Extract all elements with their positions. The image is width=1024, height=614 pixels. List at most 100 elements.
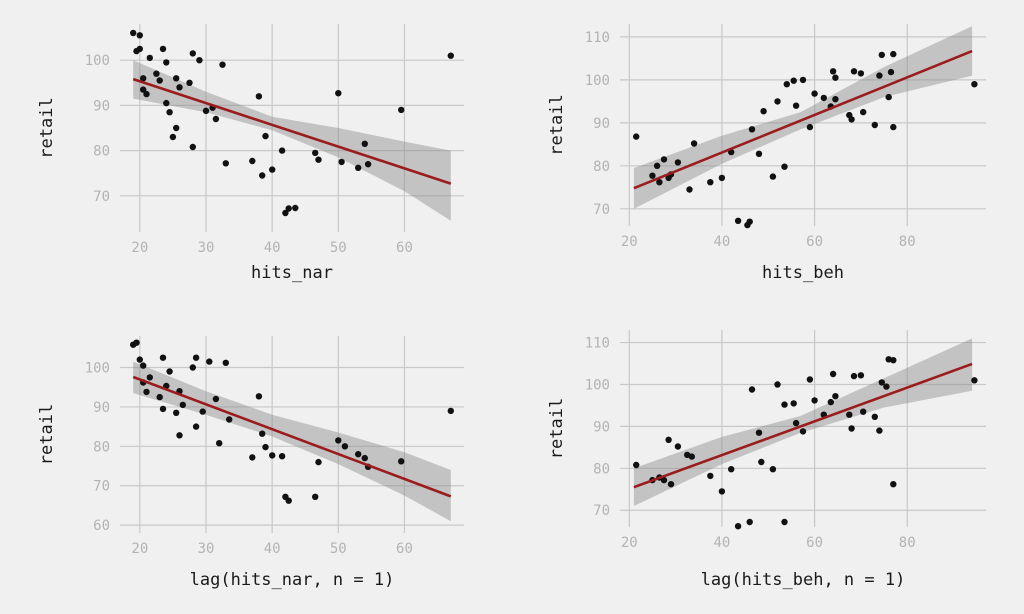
data-point [890,50,897,58]
confidence-band [633,338,973,506]
data-point [166,109,173,116]
y-tick-label: 100 [85,53,110,69]
data-point [338,158,345,166]
data-point [734,217,742,224]
data-point [774,381,781,388]
data-point [890,481,897,488]
y-tick-label: 70 [593,202,610,218]
y-tick-label: 110 [585,336,610,352]
x-tick-label: 80 [899,234,916,250]
data-point [820,94,827,102]
regression-line [633,49,973,190]
data-point [707,472,714,480]
data-point [885,93,892,101]
data-point [202,107,210,115]
y-axis-title: retail [547,94,567,155]
data-point [136,356,143,363]
data-point [878,51,885,59]
data-point [212,395,220,403]
x-tick-label: 20 [621,535,638,551]
data-point [341,443,349,450]
data-point [660,476,668,484]
x-axis-title: hits_beh [762,263,844,283]
data-point [755,150,763,157]
data-point [832,96,839,103]
data-point [832,393,839,400]
data-point [769,173,777,180]
data-point [718,488,726,495]
data-point [846,411,853,418]
data-point [269,166,276,173]
data-point [361,454,368,462]
panel-2: 70 80 90 100 110 20 40 60 80 hits_beh retail [547,24,986,283]
data-point [163,59,170,66]
data-point [790,400,797,407]
data-point [262,132,269,140]
data-point [364,161,372,168]
data-point [255,93,263,100]
y-tick-label: 90 [93,98,110,114]
x-axis-title: hits_nar [251,263,333,283]
data-point [871,121,878,129]
panel-1: 70 80 90 100 20 30 40 50 60 hits_nar retail [37,24,464,283]
data-point [315,458,322,466]
data-point [212,115,220,123]
data-point [312,149,319,157]
data-point [686,186,693,193]
data-point [355,164,362,171]
x-tick-label: 80 [899,535,916,551]
regression-line [132,77,452,185]
data-point [143,388,150,396]
data-point [890,357,897,364]
data-point [850,372,858,380]
data-point [649,172,656,179]
data-point [653,162,661,169]
data-point [146,54,153,62]
data-point [832,74,839,81]
data-point [192,423,200,430]
data-point [249,157,256,165]
y-tick-label: 100 [585,377,610,393]
data-point [792,419,800,427]
data-point [860,108,867,116]
data-point [159,405,167,413]
data-point [665,436,672,443]
y-tick-label: 70 [93,189,110,205]
data-point [292,204,299,212]
x-axis-title: lag(hits_nar, n = 1) [190,570,395,590]
data-point [734,523,742,530]
data-point [312,493,319,500]
data-point [848,425,855,432]
data-point [748,386,756,393]
y-tick-label: 90 [93,400,110,416]
data-point [140,362,147,369]
y-axis-title: retail [37,404,57,465]
y-tick-label: 110 [585,30,610,46]
data-point [189,364,196,371]
data-point [748,126,756,133]
data-point [282,209,289,217]
data-point [133,339,140,346]
x-tick-label: 50 [330,541,347,557]
data-point [781,163,788,170]
data-point [971,377,978,384]
data-point [361,140,368,147]
data-point [136,32,143,39]
data-point [278,147,286,154]
data-point [811,397,818,404]
data-point [136,45,143,53]
data-point [159,45,167,53]
x-tick-label: 60 [396,541,413,557]
data-point [249,454,256,461]
data-point [799,76,807,84]
data-point [688,453,695,460]
data-point [173,124,180,132]
data-point [398,106,405,114]
data-point [222,160,229,167]
data-point [755,429,763,436]
data-point [633,133,640,140]
y-tick-label: 60 [93,518,110,534]
x-tick-label: 40 [713,234,730,250]
data-point [728,466,735,473]
